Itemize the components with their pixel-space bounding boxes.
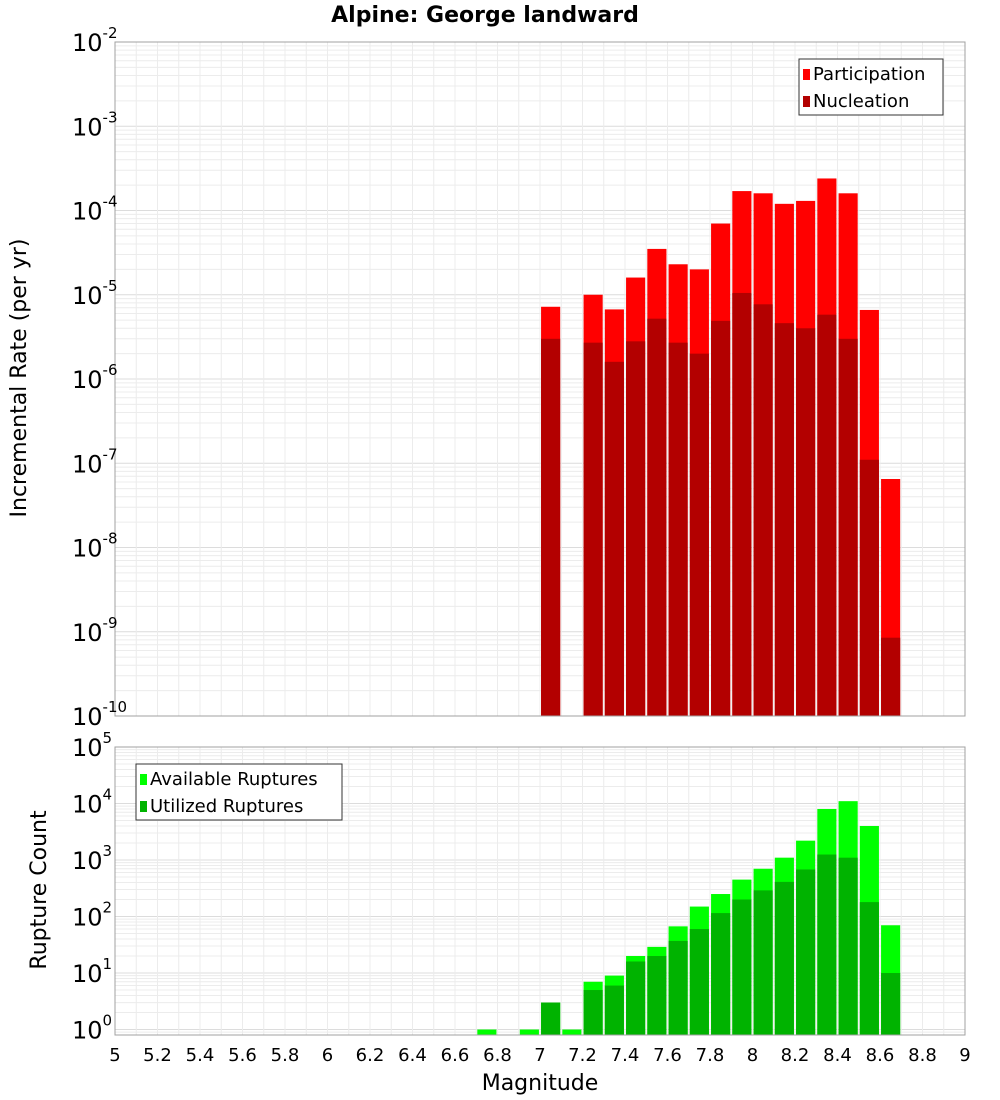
x-tick-label: 5.8 xyxy=(271,1045,300,1066)
x-tick-label: 8.8 xyxy=(908,1045,937,1066)
count-series-1 xyxy=(541,854,901,1035)
rate-y-tick-label: 10-8 xyxy=(72,530,118,563)
rate-bar xyxy=(774,323,794,716)
rate-plot-frame xyxy=(114,41,966,717)
count-y-tick-label: 100 xyxy=(72,1012,112,1045)
count-bar xyxy=(541,1002,561,1035)
x-tick-label: 8.2 xyxy=(781,1045,810,1066)
x-tick-label: 7.8 xyxy=(696,1045,725,1066)
x-axis-label: Magnitude xyxy=(482,1071,599,1096)
count-bar xyxy=(689,929,709,1035)
rate-y-tick-label: 10-6 xyxy=(72,361,118,394)
count-bar xyxy=(753,890,773,1035)
rate-legend-swatch xyxy=(803,96,810,107)
count-bar xyxy=(583,990,603,1035)
count-bar xyxy=(604,985,624,1035)
x-tick-label: 6.8 xyxy=(483,1045,512,1066)
x-tick-label: 8.6 xyxy=(866,1045,895,1066)
rate-series-1 xyxy=(541,292,901,716)
rate-legend-box xyxy=(798,58,944,116)
rate-y-tick-label: 10-2 xyxy=(72,24,118,57)
rate-y-tick-label: 10-4 xyxy=(72,193,118,226)
rate-bar xyxy=(668,342,688,716)
count-bar xyxy=(519,1029,539,1035)
rate-bar xyxy=(604,361,624,716)
x-tick-label: 6 xyxy=(322,1045,333,1066)
x-tick-label: 7.4 xyxy=(611,1045,640,1066)
rate-bar xyxy=(541,338,561,716)
count-bar xyxy=(668,940,688,1035)
top-y-axis-label: Incremental Rate (per yr) xyxy=(7,239,32,518)
count-bar xyxy=(838,857,858,1035)
count-bar xyxy=(711,913,731,1035)
x-tick-label: 8 xyxy=(747,1045,758,1066)
count-bar xyxy=(732,899,752,1035)
rate-bar xyxy=(732,292,752,716)
count-y-tick-label: 102 xyxy=(72,899,112,932)
count-plot-frame xyxy=(114,746,966,1036)
rate-bar xyxy=(859,459,879,716)
rate-bar xyxy=(626,341,646,716)
count-legend-box xyxy=(135,763,343,821)
rate-bar xyxy=(583,342,603,716)
count-y-tick-label: 105 xyxy=(72,729,112,762)
rate-legend-label: Participation xyxy=(813,64,925,85)
x-tick-label: 7.6 xyxy=(653,1045,682,1066)
x-axis-ticks: 5 5.2 5.4 5.6 5.8 6 6.2 6.4 6.6 6.8 7 7.2 7.4 7.6 7.8 8… xyxy=(109,1045,970,1066)
rate-legend-label: Nucleation xyxy=(813,91,909,112)
chart-title: Alpine: George landward xyxy=(331,3,639,28)
count-legend-swatch xyxy=(140,774,147,785)
x-tick-label: 5 xyxy=(109,1045,120,1066)
x-tick-label: 7.2 xyxy=(568,1045,597,1066)
count-bar xyxy=(817,854,837,1035)
x-tick-label: 8.4 xyxy=(823,1045,852,1066)
count-bar xyxy=(647,956,667,1035)
count-bar xyxy=(562,1029,582,1035)
rate-y-tick-label: 10-3 xyxy=(72,108,118,141)
rate-legend: Participation Nucleation xyxy=(798,58,944,116)
rate-bar xyxy=(753,304,773,716)
rate-y-tick-label: 10-7 xyxy=(72,445,118,478)
x-tick-label: 5.6 xyxy=(228,1045,257,1066)
rate-y-tick-label: 10-10 xyxy=(72,698,127,731)
x-tick-label: 6.2 xyxy=(356,1045,385,1066)
rate-y-tick-label: 10-9 xyxy=(72,614,118,647)
rate-gridlines xyxy=(115,42,966,717)
count-legend-swatch xyxy=(140,801,147,812)
count-bar xyxy=(626,961,646,1035)
count-bar xyxy=(881,973,901,1035)
rate-bar xyxy=(796,328,816,716)
rate-bar xyxy=(838,338,858,716)
count-bar xyxy=(477,1029,497,1035)
x-tick-label: 6.4 xyxy=(398,1045,427,1066)
count-legend-label: Utilized Ruptures xyxy=(150,796,303,817)
x-tick-label: 9 xyxy=(959,1045,970,1066)
rate-legend-swatch xyxy=(803,69,810,80)
x-tick-label: 5.4 xyxy=(186,1045,215,1066)
rate-y-tick-label: 10-5 xyxy=(72,277,118,310)
bottom-y-axis-label: Rupture Count xyxy=(27,810,52,970)
rate-plot: 10-10 10-9 10-8 10-7 10-6 10-5 10-4 10-3 10-2 Par… xyxy=(72,24,966,731)
x-tick-label: 6.6 xyxy=(441,1045,470,1066)
rupture-count-plot: 100 101 102 103 104 105 Available Ruptures Util… xyxy=(72,729,966,1045)
rate-bar xyxy=(711,320,731,716)
rate-bar xyxy=(817,314,837,716)
x-tick-label: 7 xyxy=(534,1045,545,1066)
rate-bar xyxy=(689,353,709,716)
count-bar xyxy=(859,902,879,1035)
rate-bar xyxy=(647,318,667,716)
count-y-tick-label: 103 xyxy=(72,842,112,875)
count-bar xyxy=(774,881,794,1035)
count-legend: Available Ruptures Utilized Ruptures xyxy=(135,763,343,821)
count-bar xyxy=(796,869,816,1035)
count-y-tick-label: 101 xyxy=(72,955,112,988)
rate-bar xyxy=(881,637,901,716)
x-tick-label: 5.2 xyxy=(143,1045,172,1066)
count-y-tick-label: 104 xyxy=(72,786,112,819)
count-legend-label: Available Ruptures xyxy=(150,769,318,790)
